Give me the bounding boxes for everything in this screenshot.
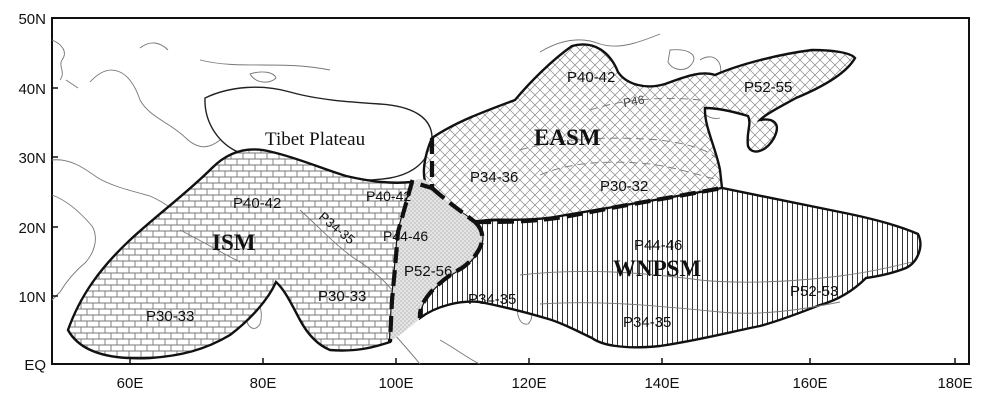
axis-ticks	[52, 17, 956, 365]
period-label: P30-33	[318, 288, 366, 305]
period-label: P40-42	[567, 69, 615, 86]
x-tick-160e: 160E	[792, 375, 827, 392]
wnpsm-region[interactable]	[418, 186, 922, 349]
y-tick-10n: 10N	[18, 289, 46, 306]
period-label: P44-46	[383, 228, 428, 244]
x-tick-180e: 180E	[937, 375, 972, 392]
period-label: P34-36	[470, 169, 518, 186]
x-tick-140e: 140E	[644, 375, 679, 392]
period-label: P52-56	[404, 263, 452, 280]
period-label: P34-35	[623, 314, 671, 331]
y-tick-40n: 40N	[18, 81, 46, 98]
period-label: P30-33	[146, 308, 194, 325]
ism-label: ISM	[212, 230, 256, 255]
period-label: P40-42	[366, 188, 411, 204]
period-label: P46	[622, 92, 646, 110]
period-label: P34-35	[468, 291, 516, 308]
period-label: P30-32	[600, 178, 648, 195]
y-tick-50n: 50N	[18, 11, 46, 28]
boundary-lines	[387, 138, 723, 343]
period-label: P40-42	[233, 195, 281, 212]
period-label: P52-53	[790, 283, 838, 300]
x-tick-60e: 60E	[117, 375, 144, 392]
x-tick-100e: 100E	[378, 375, 413, 392]
contour-lines	[179, 98, 913, 314]
tibet-plateau-label: Tibet Plateau	[265, 129, 366, 150]
ism-region[interactable]	[66, 148, 414, 360]
period-label: P44-46	[634, 237, 682, 254]
x-tick-120e: 120E	[511, 375, 546, 392]
transition-region[interactable]	[390, 179, 483, 342]
wnpsm-label: WNPSM	[613, 256, 701, 281]
y-tick-30n: 30N	[18, 150, 46, 167]
easm-label: EASM	[534, 125, 601, 150]
y-tick-20n: 20N	[18, 220, 46, 237]
y-tick-eq: EQ	[24, 357, 46, 374]
x-tick-80e: 80E	[250, 375, 277, 392]
period-label: P52-55	[744, 79, 792, 96]
